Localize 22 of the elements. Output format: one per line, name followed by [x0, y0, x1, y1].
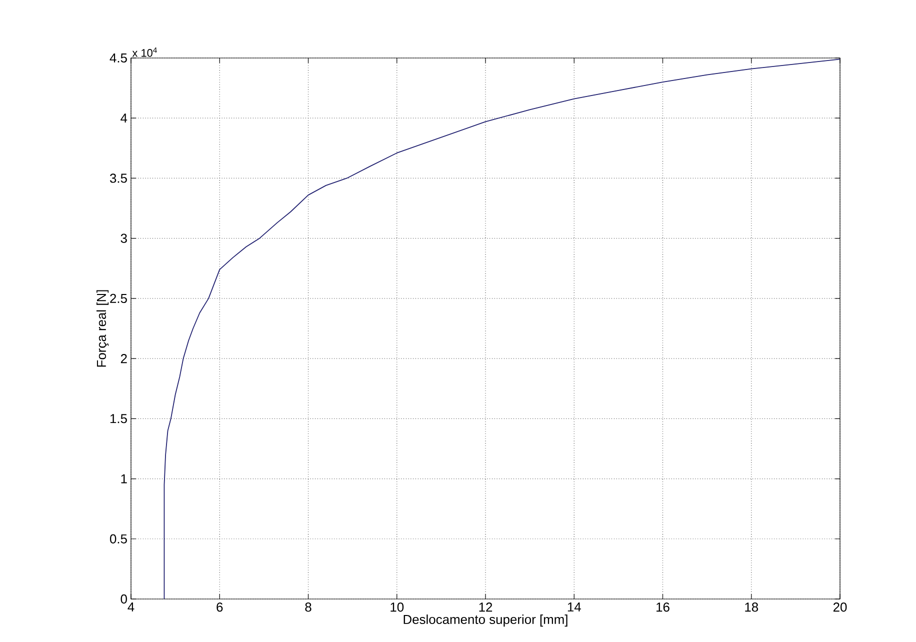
x-tick-label: 8 — [305, 602, 312, 612]
x-tick-label: 6 — [216, 602, 223, 612]
y-tick-label: 1.5 — [110, 414, 127, 424]
x-axis-title: Deslocamento superior [mm] — [404, 614, 568, 627]
x-tick-label: 14 — [568, 602, 581, 612]
x-tick-label: 10 — [390, 602, 404, 612]
y-tick-label: 0.5 — [110, 534, 127, 544]
y-tick-label: 1 — [121, 474, 127, 484]
y-tick-label: 0 — [120, 594, 127, 604]
y-tick-label: 2.5 — [110, 294, 127, 304]
y-tick-label: 2 — [120, 354, 127, 364]
x-tick-label: 18 — [745, 602, 758, 612]
y-tick-label: 4.5 — [110, 53, 127, 63]
y-tick-label: 3 — [120, 234, 127, 243]
x-tick-label: 16 — [656, 602, 670, 612]
x-tick-label: 20 — [833, 602, 847, 612]
x-tick-label: 4 — [128, 602, 134, 612]
y-tick-label: 4 — [120, 114, 128, 123]
x-tick-label: 12 — [479, 602, 492, 612]
text: x 10$^{4}$ — [132, 47, 157, 57]
y-tick-label: 3.5 — [110, 174, 127, 183]
y-axis-title: Força real [N] — [96, 290, 109, 367]
